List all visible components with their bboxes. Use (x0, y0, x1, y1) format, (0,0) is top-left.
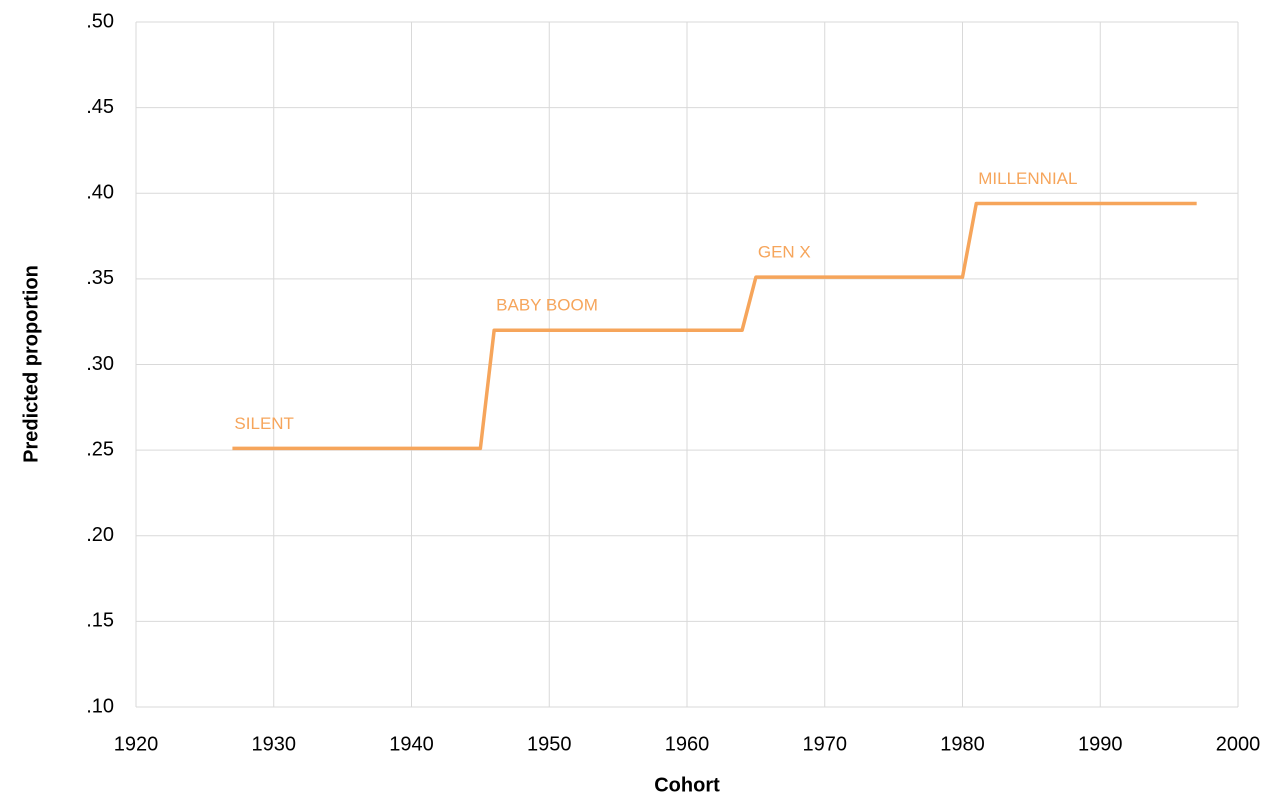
y-tick-label: .50 (86, 10, 114, 32)
annotation: BABY BOOM (496, 296, 598, 315)
x-tick-label: 1950 (527, 733, 572, 755)
x-tick-label: 1920 (114, 733, 159, 755)
y-tick-label: .20 (86, 524, 114, 546)
y-tick-label: .30 (86, 353, 114, 375)
annotation: GEN X (758, 243, 811, 262)
x-tick-label: 1970 (803, 733, 848, 755)
x-tick-label: 1990 (1078, 733, 1123, 755)
y-tick-label: .25 (86, 438, 114, 460)
annotation: MILLENNIAL (978, 169, 1077, 188)
x-tick-label: 1940 (389, 733, 434, 755)
annotation: SILENT (234, 414, 294, 433)
x-tick-label: 2000 (1216, 733, 1261, 755)
y-tick-label: .45 (86, 96, 114, 118)
y-axis-title: Predicted proportion (20, 265, 42, 463)
line (232, 201, 1197, 451)
y-tick-label: .10 (86, 695, 114, 717)
x-tick-label: 1960 (665, 733, 710, 755)
x-tick-label: 1980 (940, 733, 985, 755)
y-tick-label: .40 (86, 182, 114, 204)
x-axis-title: Cohort (654, 774, 720, 796)
y-tick-label: .15 (86, 610, 114, 632)
y-tick-label: .35 (86, 267, 114, 289)
x-tick-label: 1930 (252, 733, 297, 755)
